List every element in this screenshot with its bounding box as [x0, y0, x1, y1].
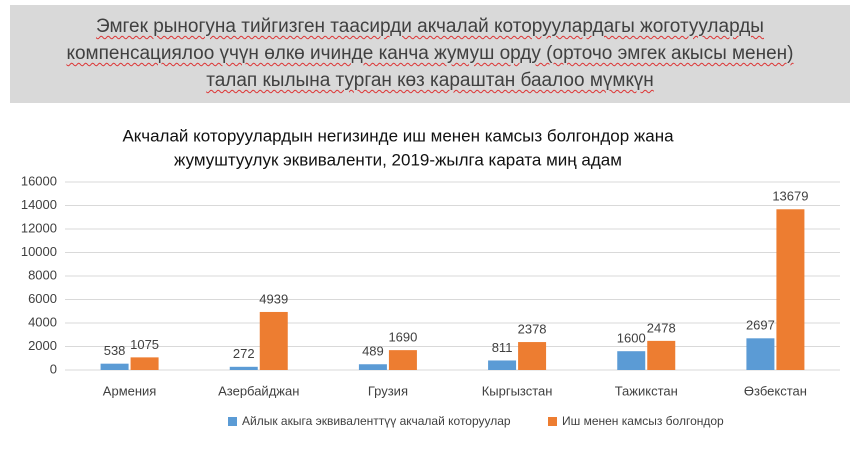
y-tick-label: 16000 — [21, 173, 57, 188]
legend-label: Айлык акыга эквиваленттүү акчалай котору… — [242, 414, 511, 428]
data-label: 1690 — [388, 330, 417, 345]
bar — [617, 351, 646, 370]
y-tick-label: 6000 — [28, 291, 57, 306]
legend-swatch — [228, 417, 237, 426]
bar — [647, 340, 676, 370]
data-label: 1600 — [617, 331, 646, 346]
bar — [229, 366, 258, 370]
header-line: компенсациялоо үчүн өлкө ичинде канча жу… — [66, 43, 794, 64]
x-tick-label: Кыргызстан — [482, 383, 553, 398]
data-label: 2378 — [518, 321, 547, 336]
data-label: 538 — [104, 343, 126, 358]
data-label: 2478 — [647, 320, 676, 335]
data-label: 489 — [362, 344, 384, 359]
x-tick-label: Грузия — [368, 383, 408, 398]
chart-title: Акчалай которуулардын негизинде иш менен… — [122, 126, 674, 145]
header-line: талап кылына турган көз караштан баалоо … — [206, 70, 654, 91]
legend-label: Иш менен камсыз болгондор — [562, 414, 724, 428]
chart-title: жумуштуулук эквиваленти, 2019-жылга кара… — [174, 150, 622, 169]
x-tick-label: Азербайджан — [218, 383, 299, 398]
y-tick-label: 10000 — [21, 244, 57, 259]
legend-swatch — [548, 417, 557, 426]
bar — [100, 363, 129, 370]
bar — [259, 311, 288, 370]
bar — [776, 209, 805, 370]
y-tick-label: 2000 — [28, 338, 57, 353]
bar — [358, 364, 387, 370]
bar — [388, 350, 417, 370]
data-label: 4939 — [259, 291, 288, 306]
data-label: 272 — [233, 346, 255, 361]
data-label: 2697 — [746, 318, 775, 333]
y-tick-label: 0 — [50, 361, 57, 376]
y-tick-label: 4000 — [28, 314, 57, 329]
x-tick-label: Тажикстан — [615, 383, 678, 398]
y-tick-label: 14000 — [21, 197, 57, 212]
header-line: Эмгек рыногуна тийгизген таасирди акчала… — [96, 16, 764, 37]
bar — [488, 360, 517, 370]
y-tick-label: 8000 — [28, 267, 57, 282]
bar — [518, 342, 547, 370]
bar — [746, 338, 775, 370]
x-tick-label: Армения — [103, 383, 157, 398]
header: Эмгек рыногуна тийгизген таасирди акчала… — [10, 5, 850, 103]
data-label: 1075 — [130, 337, 159, 352]
x-tick-label: Өзбекстан — [744, 383, 807, 398]
y-tick-label: 12000 — [21, 220, 57, 235]
data-label: 13679 — [772, 189, 808, 204]
data-label: 811 — [492, 340, 513, 355]
bar — [130, 357, 159, 370]
